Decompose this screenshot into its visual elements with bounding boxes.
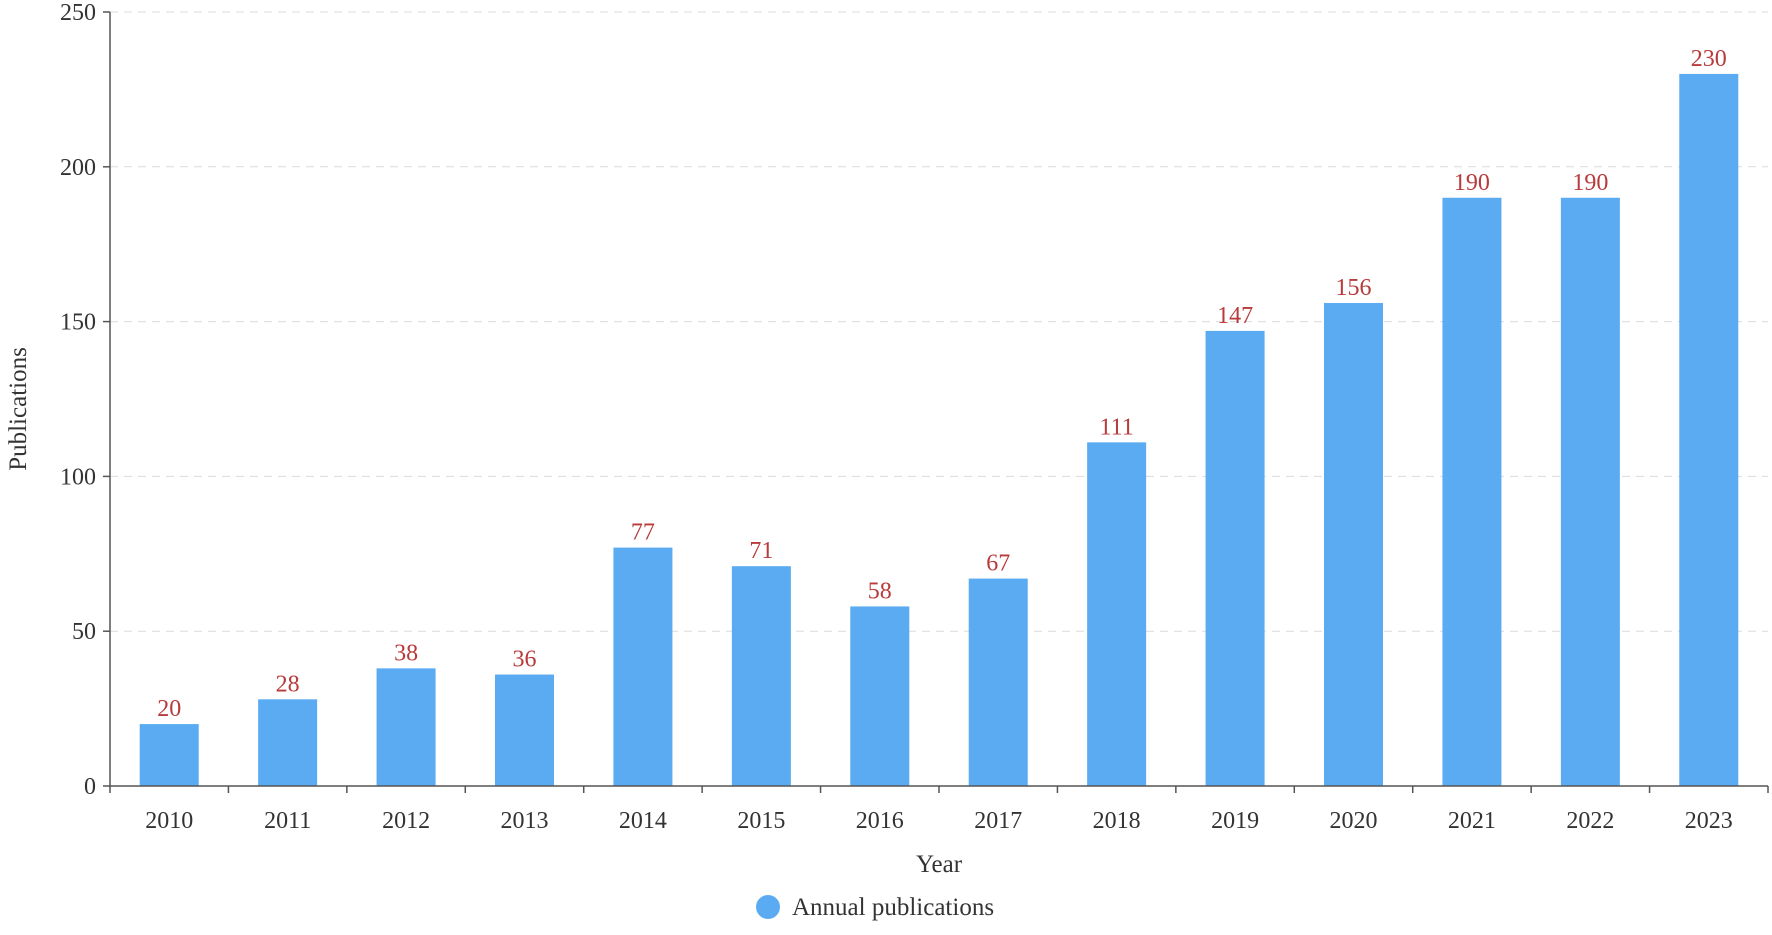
y-tick-label-250: 250 (60, 0, 96, 26)
data-label-2022: 190 (1572, 170, 1608, 196)
data-label-2023: 230 (1691, 46, 1727, 72)
x-tick-label-2013: 2013 (501, 808, 549, 834)
x-tick-label-2020: 2020 (1330, 808, 1378, 834)
bar-2015 (731, 566, 791, 786)
y-tick-label-150: 150 (60, 310, 96, 336)
x-tick-label-2010: 2010 (145, 808, 193, 834)
data-label-2011: 28 (276, 671, 300, 697)
x-tick-label-2014: 2014 (619, 808, 667, 834)
data-label-2020: 156 (1336, 275, 1372, 301)
legend-swatch-annual-publications (756, 895, 780, 919)
data-label-2017: 67 (986, 551, 1010, 577)
bar-2010 (139, 724, 199, 786)
y-tick-label-100: 100 (60, 464, 96, 490)
x-tick-label-2018: 2018 (1093, 808, 1141, 834)
x-axis-ticks: 2010 2011 2012 2013 2014 2015 2016 2017 2018 2019… (109, 786, 1769, 834)
data-label-2016: 58 (868, 578, 892, 604)
bar-2019 (1205, 330, 1265, 786)
x-tick-label-2022: 2022 (1566, 808, 1614, 834)
bar-2022 (1560, 197, 1620, 786)
y-tick-label-0: 0 (84, 774, 96, 800)
x-tick-label-2012: 2012 (382, 808, 430, 834)
bar-2020 (1324, 303, 1383, 786)
bar-2014 (613, 547, 673, 786)
bar-2012 (376, 668, 436, 786)
legend-label-annual-publications: Annual publications (792, 894, 994, 921)
data-labels: 20 28 38 36 77 71 58 67 111 147 156 190 190 230 (157, 46, 1727, 722)
y-tick-label-200: 200 (60, 155, 96, 181)
x-axis-title: Year (916, 851, 963, 878)
bars (139, 73, 1739, 787)
y-tick-label-50: 50 (72, 619, 96, 645)
x-tick-label-2011: 2011 (264, 808, 311, 834)
data-label-2019: 147 (1217, 303, 1253, 329)
x-tick-label-2015: 2015 (737, 808, 785, 834)
bar-2013 (495, 674, 554, 786)
data-label-2012: 38 (394, 640, 418, 666)
legend: Annual publications (756, 894, 994, 921)
x-tick-label-2019: 2019 (1211, 808, 1259, 834)
data-label-2013: 36 (513, 647, 537, 673)
data-label-2014: 77 (631, 520, 655, 546)
x-tick-label-2021: 2021 (1448, 808, 1496, 834)
data-label-2018: 111 (1100, 414, 1134, 440)
gridlines (110, 11, 1768, 632)
bar-2018 (1087, 442, 1147, 786)
y-axis-title: Publications (5, 347, 32, 471)
data-label-2021: 190 (1454, 170, 1490, 196)
bar-2011 (258, 699, 318, 786)
bar-2017 (968, 578, 1028, 786)
data-label-2015: 71 (749, 538, 773, 564)
data-label-2010: 20 (157, 696, 181, 722)
bar-2023 (1679, 73, 1739, 787)
x-tick-label-2017: 2017 (974, 808, 1022, 834)
x-tick-label-2023: 2023 (1685, 808, 1733, 834)
y-axis-ticks: 0 50 100 150 200 250 (60, 0, 110, 800)
x-tick-label-2016: 2016 (856, 808, 904, 834)
axes (109, 12, 1768, 787)
bar-2016 (850, 606, 910, 786)
bar-2021 (1442, 197, 1502, 786)
